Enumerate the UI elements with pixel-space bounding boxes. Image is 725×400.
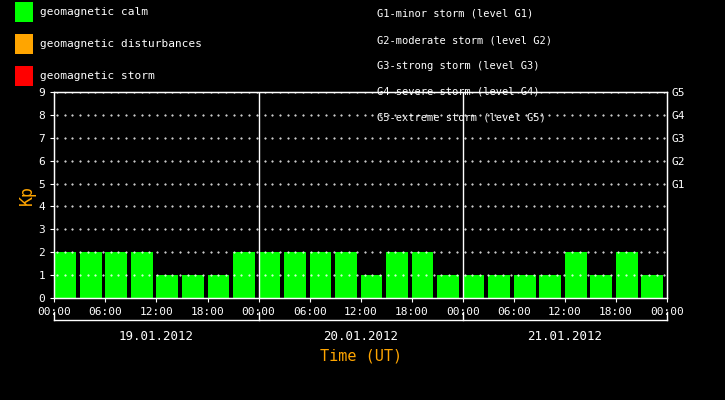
Bar <box>105 252 127 298</box>
Bar <box>642 275 663 298</box>
Bar <box>131 252 153 298</box>
Bar <box>233 252 254 298</box>
Text: 19.01.2012: 19.01.2012 <box>119 330 194 342</box>
Text: geomagnetic calm: geomagnetic calm <box>40 7 148 17</box>
Bar <box>437 275 459 298</box>
Text: G1-minor storm (level G1): G1-minor storm (level G1) <box>377 9 534 19</box>
Bar <box>386 252 408 298</box>
Text: G5-extreme storm (level G5): G5-extreme storm (level G5) <box>377 113 546 123</box>
Bar <box>463 275 484 298</box>
Text: Time (UT): Time (UT) <box>320 348 402 364</box>
Bar <box>284 252 306 298</box>
Bar <box>514 275 536 298</box>
Text: G2-moderate storm (level G2): G2-moderate storm (level G2) <box>377 35 552 45</box>
Bar <box>565 252 587 298</box>
Bar <box>412 252 434 298</box>
Y-axis label: Kp: Kp <box>18 185 36 205</box>
Bar <box>259 252 281 298</box>
Bar <box>310 252 331 298</box>
Text: 21.01.2012: 21.01.2012 <box>527 330 602 342</box>
Bar <box>590 275 612 298</box>
Bar <box>207 275 229 298</box>
Bar <box>539 275 561 298</box>
Bar <box>489 275 510 298</box>
Text: G3-strong storm (level G3): G3-strong storm (level G3) <box>377 61 539 71</box>
Text: geomagnetic storm: geomagnetic storm <box>40 71 154 81</box>
Bar <box>360 275 382 298</box>
Bar <box>335 252 357 298</box>
Bar <box>157 275 178 298</box>
Bar <box>54 252 76 298</box>
Bar <box>616 252 638 298</box>
Text: G4-severe storm (level G4): G4-severe storm (level G4) <box>377 87 539 97</box>
Bar <box>80 252 102 298</box>
Bar <box>182 275 204 298</box>
Text: geomagnetic disturbances: geomagnetic disturbances <box>40 39 202 49</box>
Text: 20.01.2012: 20.01.2012 <box>323 330 398 342</box>
